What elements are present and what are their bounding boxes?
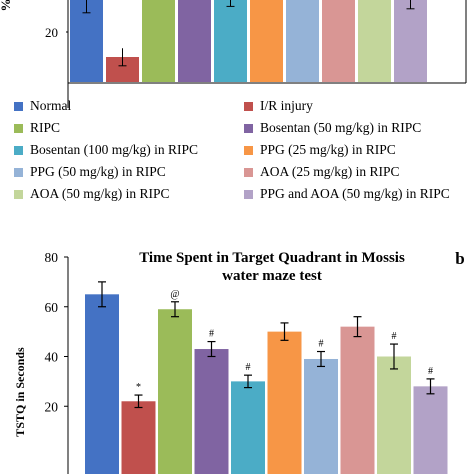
significance-marker: # (209, 329, 214, 340)
significance-marker: # (392, 331, 397, 342)
legend-swatch (14, 189, 23, 199)
y-axis-label: TSTQ in Seconds (13, 347, 27, 437)
significance-marker: # (246, 362, 251, 373)
legend-label: Normal (30, 98, 72, 113)
legend-swatch (244, 145, 253, 155)
legend-label: PPG and AOA (50 mg/kg) in RIPC (260, 186, 450, 201)
legend-swatch (14, 145, 23, 155)
legend-item: Bosentan (100 mg/kg) in RIPC (14, 142, 198, 158)
chart-panel-b: 20 40 60 80 TSTQ in Seconds Time Spent in Tar… (13, 249, 465, 474)
bar (250, 0, 283, 82)
legend-label: Bosentan (50 mg/kg) in RIPC (260, 120, 422, 135)
bar (340, 326, 375, 474)
legend-item: PPG (50 mg/kg) in RIPC (14, 164, 166, 180)
bar (394, 0, 427, 82)
bar (286, 0, 319, 82)
y-tick-label: 60 (45, 300, 59, 315)
legend-swatch (14, 101, 23, 111)
bar (178, 0, 211, 82)
bar (267, 331, 302, 474)
legend-item: PPG and AOA (50 mg/kg) in RIPC (244, 186, 450, 202)
legend-label: Bosentan (100 mg/kg) in RIPC (30, 142, 198, 157)
significance-marker: * (136, 382, 141, 393)
y-tick-label: 80 (45, 250, 59, 265)
bar (142, 0, 175, 82)
bar (194, 349, 229, 474)
significance-marker: # (319, 339, 324, 350)
legend-label: AOA (50 mg/kg) in RIPC (30, 186, 170, 201)
legend-item: AOA (25 mg/kg) in RIPC (244, 164, 400, 180)
bar (231, 381, 265, 474)
legend-swatch (14, 123, 23, 133)
legend-label: PPG (25 mg/kg) in RIPC (260, 142, 396, 157)
legend-swatch (14, 167, 23, 177)
significance-marker: @ (170, 289, 179, 300)
bar (158, 309, 192, 474)
legend-swatch (244, 101, 253, 111)
bar (413, 386, 448, 474)
y-axis-label: % (0, 0, 13, 12)
legend: Normal I/R injury RIPC Bosentan (50 mg/kg) … (0, 98, 474, 210)
legend-swatch (244, 167, 253, 177)
legend-item: AOA (50 mg/kg) in RIPC (14, 186, 170, 202)
bar (214, 0, 247, 82)
legend-item: RIPC (14, 120, 60, 136)
legend-item: Normal (14, 98, 71, 114)
bar (85, 294, 119, 474)
legend-swatch (244, 123, 253, 133)
chart-panel-a: 20% (0, 0, 467, 108)
chart-title-line1: Time Spent in Target Quadrant in Mossis (139, 250, 405, 266)
legend-label: AOA (25 mg/kg) in RIPC (260, 164, 400, 179)
chart-title-line2: water maze test (222, 268, 322, 284)
bar (70, 0, 103, 82)
legend-item: PPG (25 mg/kg) in RIPC (244, 142, 396, 158)
bar (304, 358, 338, 474)
bar (121, 401, 156, 474)
y-tick-label: 40 (45, 350, 59, 365)
legend-label: I/R injury (260, 98, 313, 113)
significance-marker: # (428, 366, 433, 377)
bar (358, 0, 391, 82)
legend-label: RIPC (30, 120, 61, 135)
panel-label: b (455, 249, 464, 268)
y-tick-label: 20 (45, 25, 58, 40)
bar (377, 356, 411, 474)
y-tick-label: 20 (45, 399, 59, 414)
legend-label: PPG (50 mg/kg) in RIPC (30, 164, 166, 179)
legend-item: I/R injury (244, 98, 313, 114)
bar (322, 0, 355, 82)
legend-swatch (244, 189, 253, 199)
legend-item: Bosentan (50 mg/kg) in RIPC (244, 120, 421, 136)
